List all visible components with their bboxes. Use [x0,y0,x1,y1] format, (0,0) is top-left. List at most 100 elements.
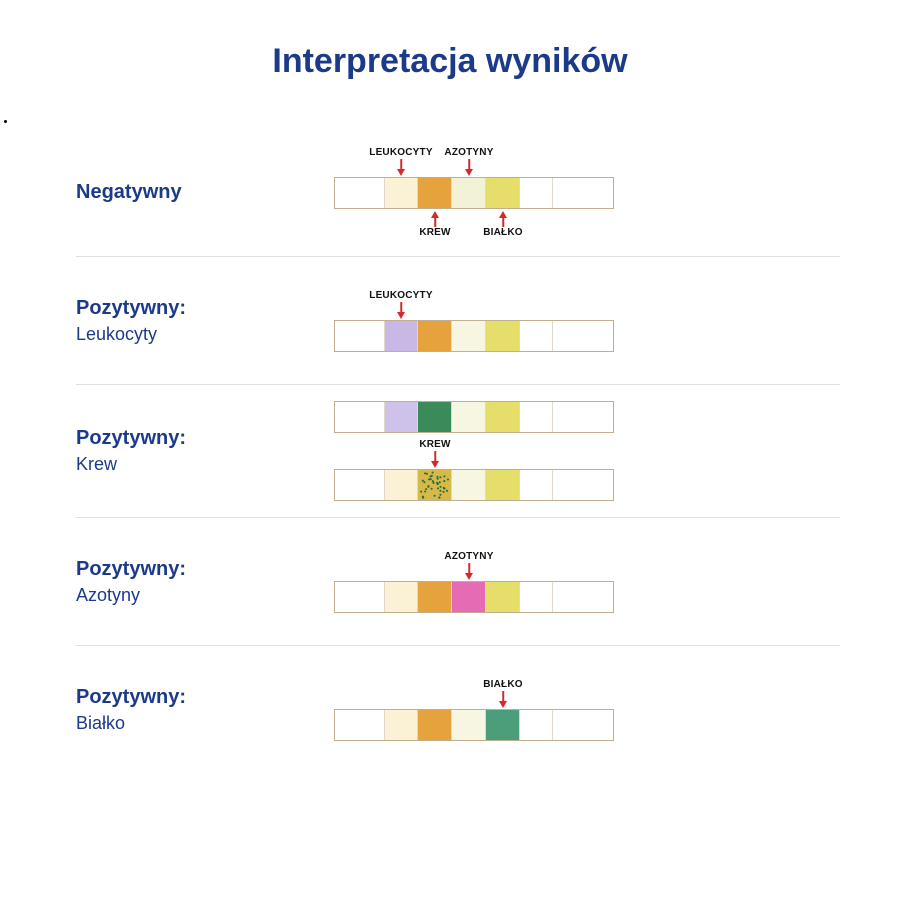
annotation-arrow-down-icon [431,461,439,468]
strip-segment [486,321,520,351]
strip-segment [452,178,486,208]
strip-segment [520,582,554,612]
row-label-sub: Białko [76,712,334,735]
strip-segment [486,178,520,208]
annotation-label: BIAŁKO [483,679,523,690]
strip-segment [385,710,419,740]
test-strip: LEUKOCYTY [334,290,614,352]
strip-segment [553,470,613,500]
result-row-negative: NegatywnyLEUKOCYTYAZOTYNY KREW BIAŁKO [76,129,840,257]
strip-body [334,320,614,352]
strip-segment [553,402,613,432]
annotation-arrow-down-icon [499,701,507,708]
strip-top-annotations: AZOTYNY [334,551,614,581]
row-label: Pozytywny:Azotyny [76,557,334,607]
strip-segment [520,321,554,351]
strip-body [334,401,614,433]
strips-column: KREW [334,401,840,501]
annotation-arrow-down-icon [465,573,473,580]
strip-segment [335,470,385,500]
strip-segment [452,710,486,740]
stray-dot [4,120,7,123]
page-title: Interpretacja wyników [0,0,900,81]
strip-segment [486,710,520,740]
strip-segment [385,402,419,432]
row-label-main: Pozytywny: [76,296,334,321]
strip-segment [553,178,613,208]
strip-segment [553,582,613,612]
strip-body [334,581,614,613]
test-strip: KREW [334,439,614,501]
annotation-arrow-stem [434,217,436,227]
row-label: Pozytywny:Krew [76,426,334,476]
strip-segment [385,582,419,612]
strips-column: AZOTYNY [334,551,840,613]
annotation-label: KREW [419,227,450,238]
strip-segment [385,470,419,500]
strip-bottom-annotations: KREW BIAŁKO [334,209,614,239]
annotation-label: KREW [419,439,450,450]
test-strip: LEUKOCYTYAZOTYNY KREW BIAŁKO [334,147,614,239]
strip-segment [452,582,486,612]
annotation-arrow-down-icon [397,169,405,176]
strip-segment [335,402,385,432]
strip-segment [452,402,486,432]
strip-segment [335,582,385,612]
annotation-arrow-stem [502,217,504,227]
strip-segment [520,470,554,500]
strip-segment [452,470,486,500]
strip-segment [335,321,385,351]
result-row-pos-blood: Pozytywny:Krew KREW [76,385,840,518]
strip-top-annotations: LEUKOCYTY [334,290,614,320]
annotation-arrow-down-icon [397,312,405,319]
row-label: Negatywny [76,180,334,205]
strip-segment [418,402,452,432]
strip-segment [335,178,385,208]
strip-segment [486,470,520,500]
annotation-label: LEUKOCYTY [369,290,432,301]
strip-segment [418,582,452,612]
annotation-label: AZOTYNY [444,551,493,562]
annotation-label: BIAŁKO [483,227,523,238]
strip-body [334,177,614,209]
strip-segment [335,710,385,740]
row-label-sub: Krew [76,453,334,476]
row-label-main: Negatywny [76,180,334,205]
strip-segment [520,402,554,432]
strip-segment [553,321,613,351]
row-label: Pozytywny:Leukocyty [76,296,334,346]
strip-top-annotations: LEUKOCYTYAZOTYNY [334,147,614,177]
strip-segment [452,321,486,351]
strip-segment [418,178,452,208]
strips-column: BIAŁKO [334,679,840,741]
strips-column: LEUKOCYTYAZOTYNY KREW BIAŁKO [334,147,840,239]
strip-body [334,469,614,501]
strip-segment [385,321,419,351]
strip-segment [486,582,520,612]
test-strip: BIAŁKO [334,679,614,741]
result-row-pos-leukocytes: Pozytywny:Leukocyty LEUKOCYTY [76,257,840,385]
strip-segment [520,178,554,208]
strip-top-annotations: BIAŁKO [334,679,614,709]
strip-segment [385,178,419,208]
strip-segment [486,402,520,432]
strip-top-annotations: KREW [334,439,614,469]
test-strip [334,401,614,433]
row-label: Pozytywny:Białko [76,685,334,735]
strip-body [334,709,614,741]
strip-segment [553,710,613,740]
strip-segment [418,321,452,351]
strip-segment [418,470,452,500]
results-table: NegatywnyLEUKOCYTYAZOTYNYKREWBIAŁKOPozyt… [0,129,900,774]
annotation-label: LEUKOCYTY [369,147,432,158]
strip-segment [418,710,452,740]
result-row-pos-protein: Pozytywny:Białko BIAŁKO [76,646,840,774]
row-label-sub: Azotyny [76,584,334,607]
strips-column: LEUKOCYTY [334,290,840,352]
result-row-pos-nitrites: Pozytywny:Azotyny AZOTYNY [76,518,840,646]
row-label-main: Pozytywny: [76,426,334,451]
row-label-sub: Leukocyty [76,323,334,346]
row-label-main: Pozytywny: [76,685,334,710]
row-label-main: Pozytywny: [76,557,334,582]
test-strip: AZOTYNY [334,551,614,613]
